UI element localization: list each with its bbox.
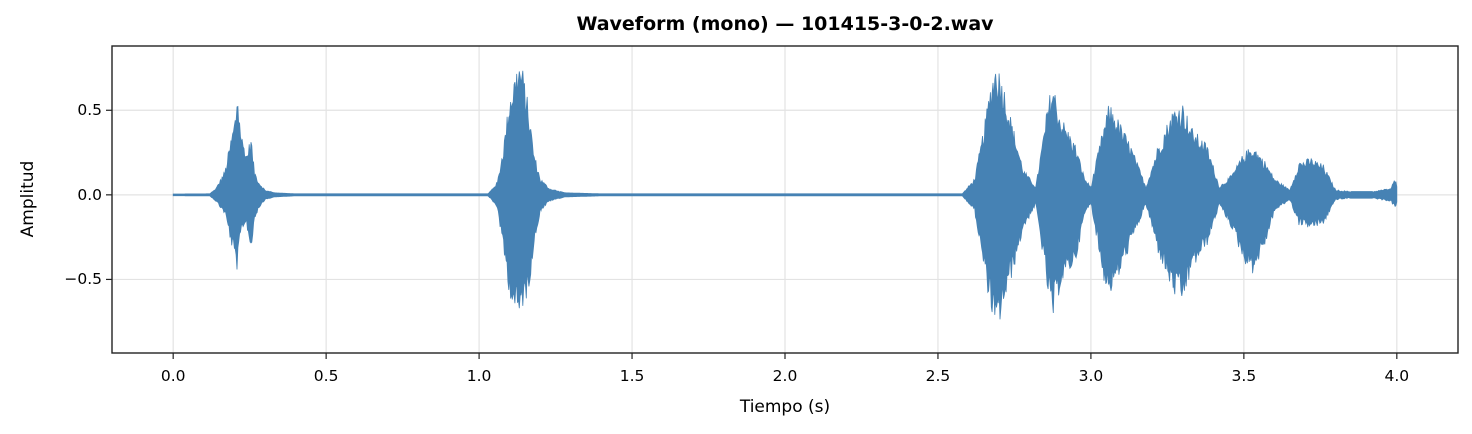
x-axis-label: Tiempo (s): [739, 397, 831, 417]
x-tick-label: 1.0: [466, 367, 492, 385]
x-tick-label: 3.5: [1231, 367, 1257, 385]
x-tick-label: 0.5: [313, 367, 339, 385]
y-tick-label: 0.5: [77, 101, 102, 120]
x-tick-label: 1.5: [619, 367, 645, 385]
x-tick-label: 2.0: [772, 367, 798, 385]
x-tick-label: 3.0: [1078, 367, 1104, 385]
chart-title: Waveform (mono) — 101415-3-0-2.wav: [576, 13, 994, 35]
x-tick-label: 0.0: [160, 367, 186, 385]
y-tick-label: 0.0: [77, 185, 102, 204]
x-tick-label: 4.0: [1384, 367, 1410, 385]
y-tick-label: −0.5: [64, 270, 102, 289]
x-tick-label: 2.5: [925, 367, 951, 385]
tick-marks: [106, 109, 1398, 359]
